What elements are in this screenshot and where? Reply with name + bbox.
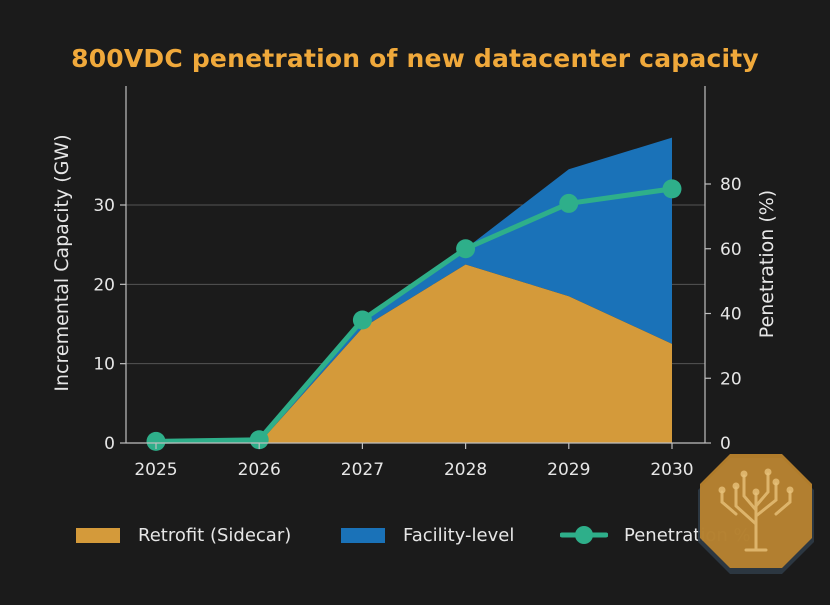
tick-label-left: 20 bbox=[93, 275, 115, 295]
tick-label-x: 2030 bbox=[650, 460, 693, 480]
y-axis-label-right: Penetration (%) bbox=[756, 190, 778, 338]
tick-label-right: 80 bbox=[720, 175, 742, 195]
legend-label-facility: Facility-level bbox=[403, 524, 515, 546]
legend-swatch-facility bbox=[341, 527, 385, 543]
point-penetration-2030 bbox=[662, 179, 682, 199]
tick-label-x: 2028 bbox=[444, 460, 487, 480]
point-penetration-2026 bbox=[249, 430, 269, 450]
legend-label-retrofit: Retrofit (Sidecar) bbox=[138, 524, 292, 546]
tick-label-right: 0 bbox=[720, 434, 731, 454]
point-penetration-2025 bbox=[146, 431, 166, 451]
line-penetration bbox=[155, 186, 673, 444]
tree-circuit-icon bbox=[698, 454, 814, 574]
point-penetration-2027 bbox=[352, 310, 372, 330]
legend-swatch-penetration bbox=[560, 526, 608, 544]
y-axis-label-left: Incremental Capacity (GW) bbox=[51, 134, 73, 391]
tick-label-x: 2027 bbox=[341, 460, 384, 480]
tick-label-x: 2025 bbox=[134, 460, 177, 480]
legend-item-facility: Facility-level bbox=[341, 518, 514, 552]
legend-item-retrofit: Retrofit (Sidecar) bbox=[76, 518, 291, 552]
chart-title: 800VDC penetration of new datacenter cap… bbox=[71, 44, 759, 73]
tick-label-right: 40 bbox=[720, 305, 742, 325]
legend-swatch-retrofit bbox=[76, 527, 120, 543]
tick-label-left: 30 bbox=[93, 196, 115, 216]
area-retrofit-sidecar bbox=[156, 264, 672, 443]
tick-label-right: 60 bbox=[720, 240, 742, 260]
tick-label-right: 20 bbox=[720, 369, 742, 389]
point-penetration-2028 bbox=[456, 239, 476, 259]
tick-label-left: 10 bbox=[93, 355, 115, 375]
tick-label-left: 0 bbox=[104, 434, 115, 454]
tick-label-x: 2029 bbox=[547, 460, 590, 480]
tick-label-x: 2026 bbox=[238, 460, 281, 480]
point-penetration-2029 bbox=[559, 193, 579, 213]
